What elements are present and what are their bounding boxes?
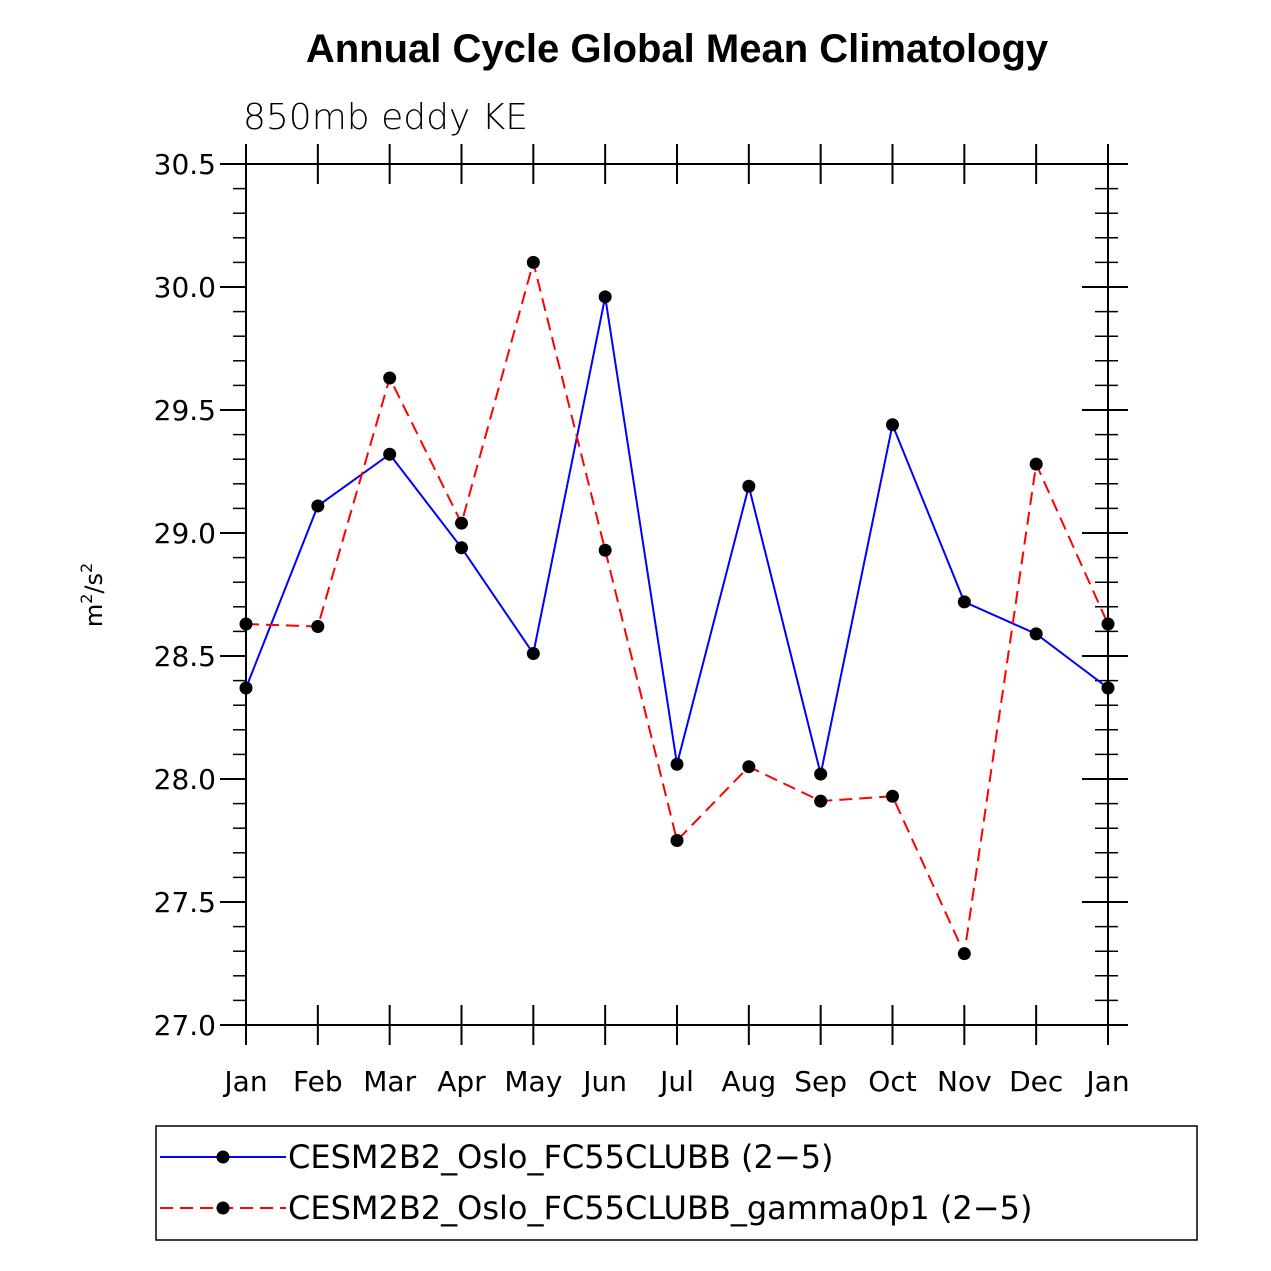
series-1-point [957, 947, 971, 961]
plot-frame [245, 163, 1109, 1026]
x-tick-label: Jun [581, 1065, 627, 1098]
series-0-point [311, 499, 325, 513]
y-tick-labels: 27.0 27.5 28.0 28.5 29.0 29.5 30.0 30.5 [154, 148, 216, 1042]
y-axis-label-sup1: 2 [77, 594, 96, 604]
series-0-point [1101, 681, 1115, 695]
series-1-point [239, 617, 253, 631]
y-tick-label: 28.0 [154, 763, 216, 796]
y-tick-label: 29.5 [154, 394, 216, 427]
y-axis-label-mid: /s [80, 573, 108, 594]
series-0-point [455, 541, 468, 555]
y-tick-label: 29.0 [154, 517, 216, 550]
series-0-point [814, 767, 828, 781]
x-tick-label: Oct [868, 1065, 916, 1098]
series-1-point [383, 371, 397, 385]
series-1-point [742, 760, 756, 774]
series-1-point [814, 794, 828, 808]
legend: CESM2B2_Oslo_FC55CLUBB (2−5) CESM2B2_Osl… [155, 1125, 1198, 1241]
series-layer [239, 255, 1115, 961]
y-axis-label-sup2: 2 [77, 563, 96, 573]
chart-title: Annual Cycle Global Mean Climatology [306, 27, 1049, 71]
series-0-point [957, 595, 971, 609]
x-tick-label: May [504, 1065, 562, 1098]
series-1-point [455, 516, 468, 530]
x-tick-label: Aug [721, 1065, 776, 1098]
series-line-0 [245, 296, 1109, 775]
series-1-point [526, 255, 540, 269]
series-1-point [1029, 457, 1043, 471]
x-tick-label: Mar [363, 1065, 416, 1098]
y-tick-label: 27.0 [154, 1009, 216, 1042]
series-0-point [886, 418, 899, 432]
series-1-point [670, 834, 684, 847]
y-axis-label-base: m [80, 604, 108, 627]
series-1-point [1101, 617, 1115, 631]
series-0-point [526, 647, 540, 661]
y-tick-label: 28.5 [154, 640, 216, 673]
series-0-point [239, 681, 253, 695]
series-0-point [1029, 627, 1043, 641]
y-tick-label: 30.5 [154, 148, 216, 181]
series-1-point [886, 789, 899, 803]
x-tick-label: Jul [658, 1065, 694, 1098]
x-tick-label: Nov [937, 1065, 992, 1098]
x-tick-label: Apr [437, 1065, 486, 1098]
series-0-point [598, 290, 612, 304]
x-tick-labels: Jan Feb Mar Apr May Jun Jul Aug Sep Oct Nov Dec Jan [222, 1065, 1129, 1098]
x-tick-label: Feb [293, 1065, 343, 1098]
y-tick-label: 30.0 [154, 271, 216, 304]
x-tick-label: Jan [1084, 1065, 1129, 1098]
legend-marker-1 [216, 1201, 230, 1215]
series-0-point [670, 757, 684, 771]
y-axis-label: m2/s2 [77, 563, 108, 627]
series-1-point [311, 619, 325, 633]
legend-marker-0 [216, 1150, 230, 1164]
series-1-point [598, 543, 612, 557]
legend-label-0: CESM2B2_Oslo_FC55CLUBB (2−5) [288, 1138, 834, 1176]
x-tick-label: Sep [794, 1065, 847, 1098]
legend-label-1: CESM2B2_Oslo_FC55CLUBB_gamma0p1 (2−5) [288, 1189, 1032, 1227]
series-0-point [742, 479, 756, 493]
chart-subtitle: 850mb eddy KE [243, 97, 528, 138]
series-0-point [383, 447, 397, 461]
ticks-layer [220, 144, 1128, 1045]
legend-box [155, 1125, 1198, 1241]
x-tick-label: Dec [1009, 1065, 1063, 1098]
x-tick-label: Jan [222, 1065, 267, 1098]
y-tick-label: 27.5 [154, 886, 216, 919]
